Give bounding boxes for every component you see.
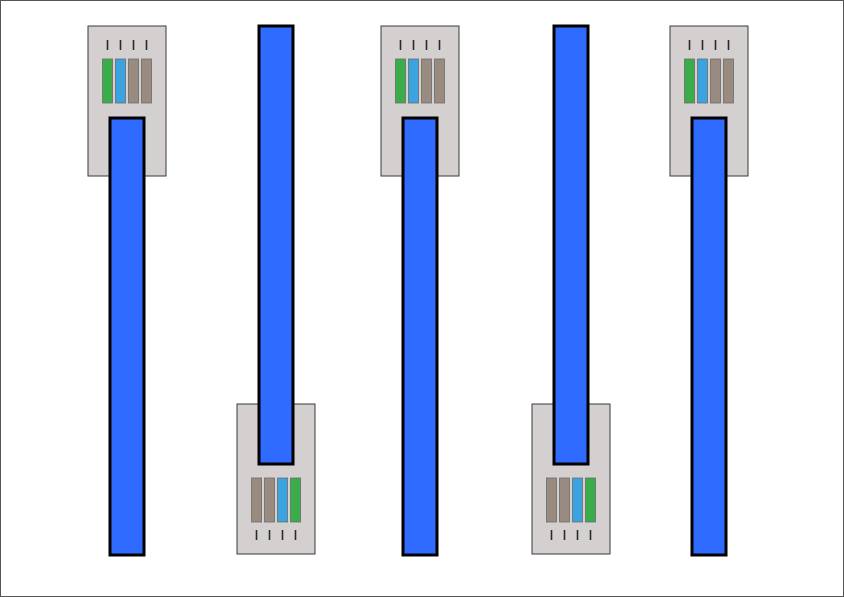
wire-blue [408,58,419,104]
wire-brown [546,477,557,523]
cable [401,116,439,557]
cable [108,116,146,557]
wire-brown [434,58,445,104]
wire-brown [559,477,570,523]
wire-brown [128,58,139,104]
wire-green [290,477,301,523]
cable [690,116,728,557]
wire-brown [710,58,721,104]
wire-brown [141,58,152,104]
wire-brown [251,477,262,523]
wire-brown [421,58,432,104]
wire-blue [572,477,583,523]
wire-green [684,58,695,104]
wire-green [395,58,406,104]
wire-brown [264,477,275,523]
wire-green [102,58,113,104]
wire-blue [277,477,288,523]
wire-brown [723,58,734,104]
wire-blue [697,58,708,104]
cable [552,24,590,466]
wire-blue [115,58,126,104]
cable [257,24,295,466]
wire-green [585,477,596,523]
